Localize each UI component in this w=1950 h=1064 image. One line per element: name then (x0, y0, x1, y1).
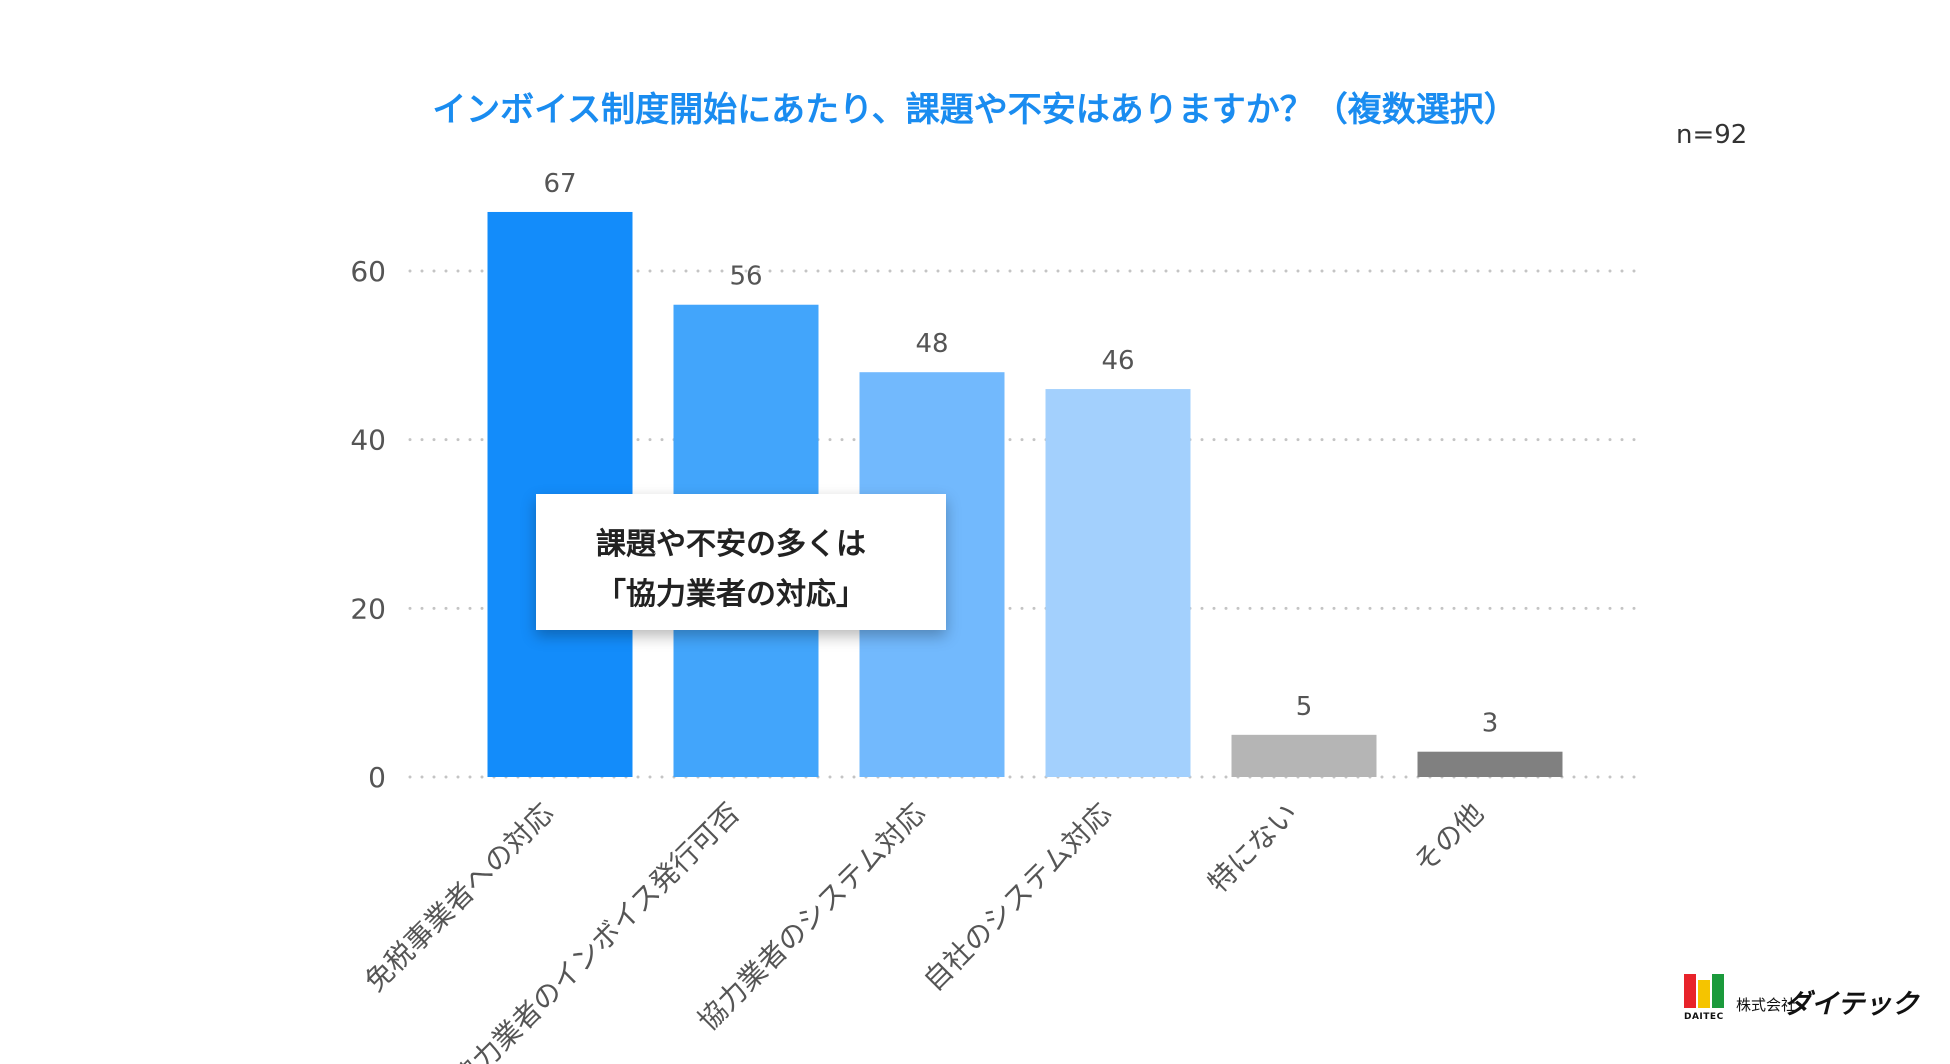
y-tick-label: 20 (350, 592, 386, 625)
chart-title: インボイス制度開始にあたり、課題や不安はありますか？（複数選択） (432, 90, 1518, 130)
daitec-logo-mark (1684, 974, 1724, 1008)
callout-line-1: 課題や不安の多くは (596, 527, 866, 562)
y-tick-label: 40 (350, 424, 386, 457)
x-axis-labels: 免税事業者への対応協力業者のインボイス発行可否協力業者のシステム対応自社のシステ… (358, 797, 1490, 1064)
data-label-1: 67 (543, 169, 576, 199)
y-tick-label: 60 (350, 255, 386, 288)
sample-size-label: n=92 (1676, 120, 1748, 150)
bar-4 (1045, 389, 1191, 777)
data-labels: 67 56 48 46 5 3 (543, 169, 1498, 739)
bar-5 (1231, 734, 1377, 777)
data-label-4: 46 (1101, 346, 1134, 376)
bar-6 (1417, 751, 1563, 777)
x-category-label-1: 免税事業者への対応 (358, 797, 560, 999)
x-category-label-5: 特にない (1201, 797, 1304, 900)
x-category-label-4: 自社のシステム対応 (917, 797, 1118, 998)
data-label-5: 5 (1296, 692, 1313, 722)
company-prefix: 株式会社 (1736, 996, 1797, 1014)
company-name: ダイテック (1784, 989, 1919, 1020)
data-label-2: 56 (729, 262, 762, 292)
x-category-label-6: その他 (1407, 797, 1490, 880)
y-tick-label: 0 (368, 761, 386, 794)
callout-line-2: 「協力業者の対応」 (596, 577, 866, 612)
logo-subtext: DAITEC (1684, 1012, 1724, 1022)
data-label-3: 48 (915, 329, 948, 359)
data-label-6: 3 (1482, 709, 1499, 739)
callout-box: 課題や不安の多くは 「協力業者の対応」 (536, 494, 946, 630)
company-logo: DAITEC 株式会社 ダイテック (1684, 974, 1924, 1024)
y-axis-ticks: 0 20 40 60 (350, 255, 386, 794)
